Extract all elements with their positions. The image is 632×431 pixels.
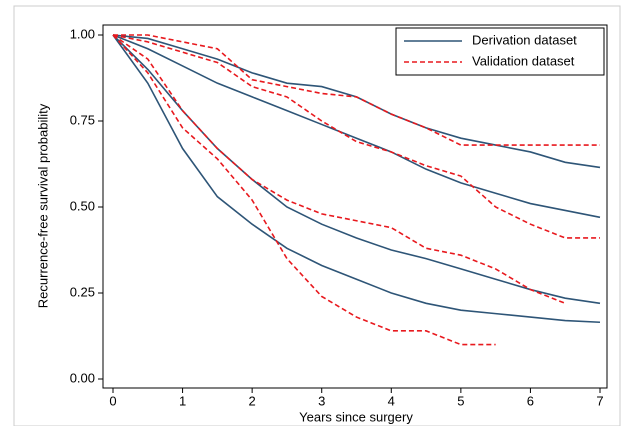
- legend-label: Validation dataset: [472, 53, 575, 68]
- legend-label: Derivation dataset: [472, 32, 577, 47]
- survival-curve: [112, 34, 601, 219]
- x-tick-label: 5: [457, 393, 464, 408]
- survival-curve: [112, 34, 600, 239]
- legend-box: [395, 27, 605, 76]
- x-tick-label: 4: [388, 393, 395, 408]
- plot-frame: [102, 24, 608, 389]
- x-tick-label: 1: [179, 393, 186, 408]
- y-axis-label: Recurrence-free survival probability: [35, 103, 50, 308]
- x-tick-label: 3: [318, 393, 325, 408]
- x-tick-label: 6: [527, 393, 534, 408]
- survival-curve: [113, 34, 600, 146]
- y-tick-label: 1.00: [70, 26, 95, 41]
- y-tick-label: 0.75: [70, 112, 95, 127]
- x-axis-label: Years since surgery: [299, 409, 413, 424]
- x-tick-label: 0: [109, 393, 116, 408]
- x-tick-label: 7: [596, 393, 603, 408]
- x-tick-label: 2: [249, 393, 256, 408]
- survival-curve: [112, 34, 496, 346]
- survival-curve: [112, 34, 601, 324]
- y-tick-label: 0.25: [70, 284, 95, 299]
- y-tick-label: 0.50: [70, 198, 95, 213]
- y-tick-label: 0.00: [70, 370, 95, 385]
- survival-curve: [112, 34, 566, 305]
